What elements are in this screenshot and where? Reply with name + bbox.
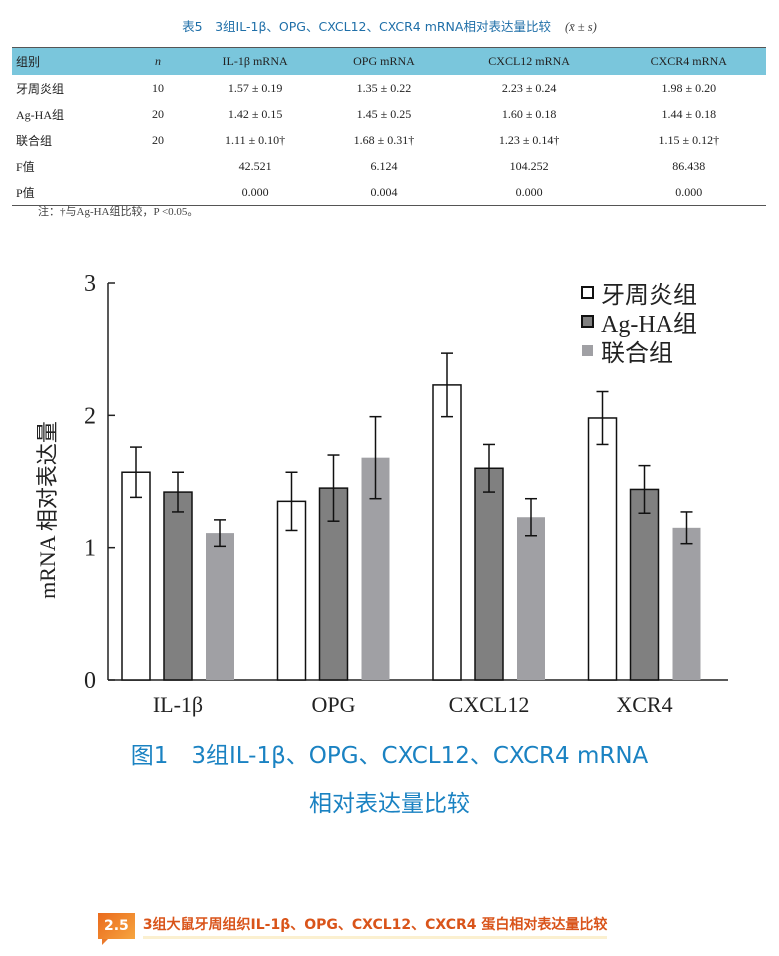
bar xyxy=(163,491,193,681)
bar xyxy=(121,471,151,681)
table-cell: 10 xyxy=(152,80,164,95)
column-header: 组别 xyxy=(16,55,41,69)
y-axis-label: mRNA 相对表达量 xyxy=(35,421,60,599)
table-cell: 6.124 xyxy=(370,158,398,173)
y-tick-label: 0 xyxy=(84,668,96,694)
section-heading: 2.5 3组大鼠牙周组织IL-1β、OPG、CXCL12、CXCR4 蛋白相对表… xyxy=(98,913,608,945)
data-table: 组别 n IL-1β mRNA OPG mRNA CXCL12 mRNA CXCR4 mR… xyxy=(12,47,766,206)
table-cell: 42.521 xyxy=(238,158,272,173)
table-row: 联合组 20 1.11 ± 0.10† 1.68 ± 0.31† 1.23 ± 0.14… xyxy=(12,127,766,153)
legend-label: 联合组 xyxy=(601,340,673,367)
table-cell: 20 xyxy=(152,132,164,147)
table-row: P值 0.000 0.004 0.000 0.000 xyxy=(12,179,766,206)
bar xyxy=(432,384,462,681)
bar xyxy=(587,417,618,681)
legend-swatch xyxy=(581,315,594,328)
bar-chart: 0 1 2 3 mRNA 相对表达量 IL-1β OPG CXCL12 XCR4 牙周炎组Ag-H… xyxy=(35,271,728,717)
table-cell: F值 xyxy=(16,159,35,174)
x-tick-label: CXCL12 xyxy=(449,692,530,717)
table-cell: 1.44 ± 0.18 xyxy=(661,106,717,121)
table-cell: 0.004 xyxy=(370,184,398,199)
table-cell: Ag-HA组 xyxy=(16,107,64,122)
table-row: 牙周炎组 10 1.57 ± 0.19 1.35 ± 0.22 2.23 ± 0.24 1… xyxy=(12,75,766,101)
table-caption: 表5 3组IL-1β、OPG、CXCL12、CXCR4 mRNA相对表达量比较(… xyxy=(182,19,597,34)
table-cell: 1.57 ± 0.19 xyxy=(227,80,283,95)
table-cell: 牙周炎组 xyxy=(16,81,65,96)
bar xyxy=(629,488,660,681)
table-cell xyxy=(127,179,189,206)
x-tick-label: OPG xyxy=(311,692,355,717)
bar xyxy=(517,517,545,680)
x-tick-label: IL-1β xyxy=(153,692,203,717)
section-title: 3组大鼠牙周组织IL-1β、OPG、CXCL12、CXCR4 蛋白相对表达量比较 xyxy=(142,914,608,939)
table-cell: 1.45 ± 0.25 xyxy=(356,106,412,121)
figure-caption-line1: 图1 3组IL-1β、OPG、CXCL12、CXCR4 mRNA xyxy=(130,743,649,769)
table-cell: 0.000 xyxy=(675,184,703,199)
table-cell: 104.252 xyxy=(509,158,549,173)
table-cell: 0.000 xyxy=(241,184,269,199)
bar xyxy=(206,533,234,680)
table-header-row: 组别 n IL-1β mRNA OPG mRNA CXCL12 mRNA CXCR4 mR… xyxy=(12,47,766,75)
legend-swatch xyxy=(582,345,593,356)
table-row: F值 42.521 6.124 104.252 86.438 xyxy=(12,153,766,179)
table-cell: 1.60 ± 0.18 xyxy=(501,106,557,121)
column-header: CXCR4 mRNA xyxy=(650,54,727,68)
table-note: 注：†与Ag-HA组比较，P <0.05。 xyxy=(38,206,199,218)
bar xyxy=(672,527,701,680)
table-cell: 2.23 ± 0.24 xyxy=(501,80,557,95)
column-header: IL-1β mRNA xyxy=(222,54,288,68)
table-cell: 1.98 ± 0.20 xyxy=(661,80,717,95)
table-cell: 联合组 xyxy=(16,133,53,148)
table-cell: 1.35 ± 0.22 xyxy=(356,80,412,95)
table-cell xyxy=(127,153,189,179)
table-cell: P值 xyxy=(16,185,35,200)
table-cell: 1.23 ± 0.14† xyxy=(498,132,560,147)
table-cell: 1.15 ± 0.12† xyxy=(658,132,720,147)
x-tick-label: XCR4 xyxy=(616,692,672,717)
y-tick-label: 2 xyxy=(84,403,96,429)
table-cell: 86.438 xyxy=(672,158,706,173)
legend-swatch xyxy=(581,286,594,299)
figure-caption-line2: 相对表达量比较 xyxy=(309,791,470,817)
y-tick-label: 1 xyxy=(84,536,96,562)
table-cell: 1.68 ± 0.31† xyxy=(353,132,415,147)
legend-label: Ag-HA组 xyxy=(601,311,697,338)
table-cell: 0.000 xyxy=(515,184,543,199)
column-header: n xyxy=(155,54,161,68)
figure-caption: 图1 3组IL-1β、OPG、CXCL12、CXCR4 mRNA 相对表达量比较 xyxy=(0,732,779,828)
column-header: OPG mRNA xyxy=(353,54,415,68)
table-cell: 20 xyxy=(152,106,164,121)
legend-label: 牙周炎组 xyxy=(601,282,697,309)
table-row: Ag-HA组 20 1.42 ± 0.15 1.45 ± 0.25 1.60 ± 0.1… xyxy=(12,101,766,127)
bar xyxy=(474,467,504,681)
table-cell: 1.42 ± 0.15 xyxy=(227,106,283,121)
y-tick-label: 3 xyxy=(84,271,96,297)
section-number: 2.5 xyxy=(98,913,135,945)
table-cell: 1.11 ± 0.10† xyxy=(225,132,286,147)
column-header: CXCL12 mRNA xyxy=(488,54,570,68)
